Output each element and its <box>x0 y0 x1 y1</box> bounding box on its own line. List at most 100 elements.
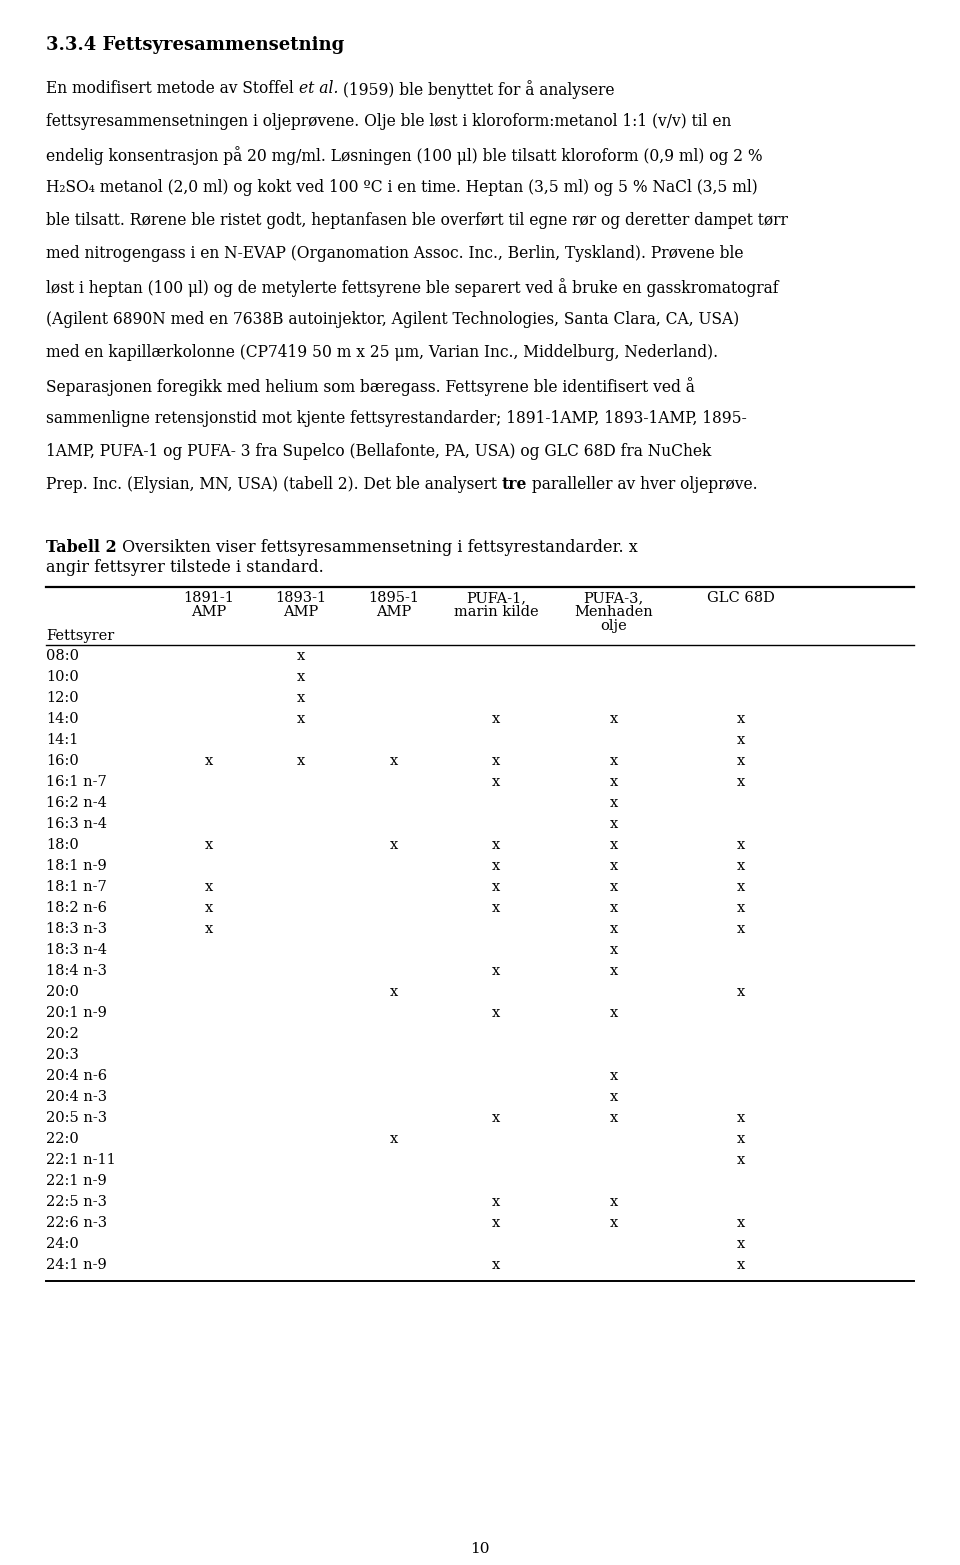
Text: med en kapillærkolonne (CP7419 50 m x 25 μm, Varian Inc., Middelburg, Nederland): med en kapillærkolonne (CP7419 50 m x 25… <box>46 344 718 362</box>
Text: 20:1 n-9: 20:1 n-9 <box>46 1006 107 1020</box>
Text: 18:1 n-9: 18:1 n-9 <box>46 859 107 873</box>
Text: x: x <box>737 837 745 851</box>
Text: 16:2 n-4: 16:2 n-4 <box>46 797 107 811</box>
Text: 10:0: 10:0 <box>46 670 79 684</box>
Text: En modifisert metode av Stoffel: En modifisert metode av Stoffel <box>46 80 299 97</box>
Text: 10: 10 <box>470 1542 490 1556</box>
Text: x: x <box>610 1111 617 1125</box>
Text: x: x <box>492 1196 500 1210</box>
Text: x: x <box>492 880 500 894</box>
Text: x: x <box>204 754 212 768</box>
Text: 20:4 n-6: 20:4 n-6 <box>46 1069 108 1083</box>
Text: 24:0: 24:0 <box>46 1236 79 1250</box>
Text: x: x <box>492 712 500 726</box>
Text: x: x <box>737 1236 745 1250</box>
Text: x: x <box>610 817 617 831</box>
Text: løst i heptan (100 μl) og de metylerte fettsyrene ble separert ved å bruke en ga: løst i heptan (100 μl) og de metylerte f… <box>46 279 779 297</box>
Text: x: x <box>737 712 745 726</box>
Text: x: x <box>610 880 617 894</box>
Text: AMP: AMP <box>191 606 227 620</box>
Text: AMP: AMP <box>283 606 319 620</box>
Text: x: x <box>492 775 500 789</box>
Text: 20:2: 20:2 <box>46 1027 79 1041</box>
Text: 18:4 n-3: 18:4 n-3 <box>46 964 107 978</box>
Text: 22:1 n-11: 22:1 n-11 <box>46 1153 116 1167</box>
Text: 1895-1: 1895-1 <box>368 592 419 606</box>
Text: x: x <box>610 1006 617 1020</box>
Text: 22:0: 22:0 <box>46 1131 79 1146</box>
Text: x: x <box>610 754 617 768</box>
Text: 16:0: 16:0 <box>46 754 79 768</box>
Text: 3.3.4 Fettsyresammensetning: 3.3.4 Fettsyresammensetning <box>46 36 345 55</box>
Text: 20:4 n-3: 20:4 n-3 <box>46 1089 108 1103</box>
Text: AMP: AMP <box>376 606 411 620</box>
Text: 18:1 n-7: 18:1 n-7 <box>46 880 107 894</box>
Text: x: x <box>204 901 212 916</box>
Text: 16:1 n-7: 16:1 n-7 <box>46 775 107 789</box>
Text: Oversikten viser fettsyresammensetning i fettsyrestandarder. x: Oversikten viser fettsyresammensetning i… <box>117 538 637 556</box>
Text: x: x <box>204 880 212 894</box>
Text: olje: olje <box>600 620 627 632</box>
Text: GLC 68D: GLC 68D <box>708 592 775 606</box>
Text: x: x <box>610 859 617 873</box>
Text: x: x <box>610 775 617 789</box>
Text: 18:3 n-3: 18:3 n-3 <box>46 922 108 936</box>
Text: x: x <box>610 1089 617 1103</box>
Text: x: x <box>737 1153 745 1167</box>
Text: 1891-1: 1891-1 <box>183 592 234 606</box>
Text: x: x <box>610 1069 617 1083</box>
Text: x: x <box>492 837 500 851</box>
Text: et al.: et al. <box>299 80 338 97</box>
Text: (1959) ble benyttet for å analysere: (1959) ble benyttet for å analysere <box>338 80 614 99</box>
Text: x: x <box>737 732 745 747</box>
Text: PUFA-1,: PUFA-1, <box>466 592 526 606</box>
Text: Prep. Inc. (Elysian, MN, USA) (tabell 2). Det ble analysert: Prep. Inc. (Elysian, MN, USA) (tabell 2)… <box>46 476 502 493</box>
Text: 18:0: 18:0 <box>46 837 79 851</box>
Text: x: x <box>737 922 745 936</box>
Text: x: x <box>737 859 745 873</box>
Text: x: x <box>610 901 617 916</box>
Text: x: x <box>737 1216 745 1230</box>
Text: 20:0: 20:0 <box>46 984 79 998</box>
Text: x: x <box>390 1131 397 1146</box>
Text: 22:1 n-9: 22:1 n-9 <box>46 1174 107 1188</box>
Text: x: x <box>492 1258 500 1272</box>
Text: H₂SO₄ metanol (2,0 ml) og kokt ved 100 ºC i en time. Heptan (3,5 ml) og 5 % NaCl: H₂SO₄ metanol (2,0 ml) og kokt ved 100 º… <box>46 178 757 196</box>
Text: x: x <box>610 922 617 936</box>
Text: x: x <box>492 1216 500 1230</box>
Text: 20:3: 20:3 <box>46 1049 79 1063</box>
Text: 24:1 n-9: 24:1 n-9 <box>46 1258 107 1272</box>
Text: 1AMP, PUFA-1 og PUFA- 3 fra Supelco (Bellafonte, PA, USA) og GLC 68D fra NuChek: 1AMP, PUFA-1 og PUFA- 3 fra Supelco (Bel… <box>46 443 711 460</box>
Text: x: x <box>492 754 500 768</box>
Text: 1893-1: 1893-1 <box>276 592 326 606</box>
Text: x: x <box>297 649 305 664</box>
Text: x: x <box>390 754 397 768</box>
Text: PUFA-3,: PUFA-3, <box>584 592 643 606</box>
Text: x: x <box>737 901 745 916</box>
Text: x: x <box>737 880 745 894</box>
Text: x: x <box>610 797 617 811</box>
Text: x: x <box>737 754 745 768</box>
Text: 14:0: 14:0 <box>46 712 79 726</box>
Text: x: x <box>297 712 305 726</box>
Text: x: x <box>492 901 500 916</box>
Text: paralleller av hver oljeprøve.: paralleller av hver oljeprøve. <box>527 476 757 493</box>
Text: x: x <box>492 964 500 978</box>
Text: x: x <box>390 837 397 851</box>
Text: Menhaden: Menhaden <box>574 606 653 620</box>
Text: 14:1: 14:1 <box>46 732 79 747</box>
Text: 12:0: 12:0 <box>46 692 79 704</box>
Text: x: x <box>610 712 617 726</box>
Text: x: x <box>492 1111 500 1125</box>
Text: x: x <box>737 1258 745 1272</box>
Text: tre: tre <box>502 476 527 493</box>
Text: x: x <box>610 837 617 851</box>
Text: x: x <box>204 837 212 851</box>
Text: x: x <box>492 859 500 873</box>
Text: 16:3 n-4: 16:3 n-4 <box>46 817 107 831</box>
Text: 18:2 n-6: 18:2 n-6 <box>46 901 107 916</box>
Text: x: x <box>737 775 745 789</box>
Text: med nitrogengass i en N-EVAP (Organomation Assoc. Inc., Berlin, Tyskland). Prøve: med nitrogengass i en N-EVAP (Organomati… <box>46 246 743 261</box>
Text: 22:6 n-3: 22:6 n-3 <box>46 1216 108 1230</box>
Text: x: x <box>297 754 305 768</box>
